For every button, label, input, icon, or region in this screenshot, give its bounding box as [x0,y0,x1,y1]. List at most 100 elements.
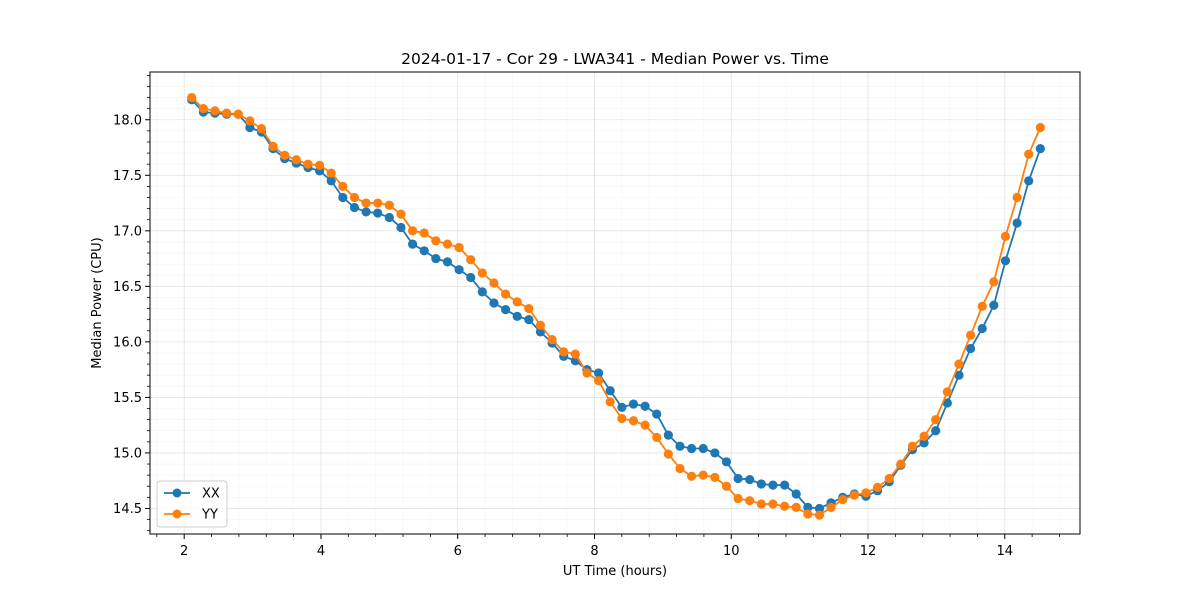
data-point-xx [617,402,627,412]
data-point-yy [593,376,604,386]
data-point-yy [1035,122,1045,133]
y-tick-label: 17.5 [113,169,142,184]
data-point-yy [361,198,371,208]
data-point-xx [652,409,662,419]
data-point-yy [431,236,441,246]
data-point-yy [814,510,825,520]
data-point-yy [989,277,999,287]
data-point-yy [314,160,325,170]
legend-label-yy: YY [201,508,218,523]
data-point-yy [617,413,627,424]
data-point-yy [675,463,685,474]
data-point-yy [942,387,952,397]
data-point-xx [698,443,708,454]
data-point-yy [977,301,987,311]
data-point-yy [442,239,453,249]
data-point-xx [454,265,464,275]
data-point-xx [919,438,929,448]
data-point-yy [896,459,906,469]
y-tick-label: 17.0 [113,224,142,239]
data-point-yy [849,490,859,500]
data-point-xx [524,315,534,325]
data-point-yy [861,488,871,498]
data-point-xx [663,430,673,440]
data-point-xx [721,457,732,467]
data-point-xx [686,443,697,454]
data-point-xx [779,480,790,490]
data-point-xx [640,401,650,411]
data-point-xx [965,343,976,354]
data-point-yy [954,359,964,369]
legend-marker-xx [172,488,182,498]
x-tick-label: 6 [454,544,462,559]
data-point-xx [1024,176,1034,186]
data-point-xx [477,287,487,297]
data-point-yy [338,181,348,191]
data-point-yy [733,493,743,504]
x-tick-label: 10 [723,544,740,559]
data-point-xx [489,298,499,308]
data-point-xx [675,441,685,451]
x-tick-label: 4 [317,544,325,559]
data-point-yy [280,150,290,160]
data-point-yy [686,471,697,481]
y-tick-label: 15.0 [113,446,142,461]
data-point-xx [745,474,755,485]
grid [150,72,1080,534]
x-tick-label: 12 [860,544,877,559]
data-point-yy [884,473,894,484]
data-point-yy [256,124,267,134]
data-point-xx [431,253,441,264]
data-point-xx [768,480,778,490]
data-point-yy [500,289,511,299]
data-point-yy [826,502,836,512]
y-tick-label: 18.0 [113,113,142,128]
y-tick-label: 15.5 [113,391,142,406]
data-point-yy [291,155,301,165]
data-point-xx [361,207,371,217]
data-point-xx [419,246,429,256]
data-point-xx [733,473,743,484]
data-point-yy [535,320,546,330]
data-point-yy [640,420,650,430]
data-point-yy [721,481,732,491]
data-point-yy [396,209,406,219]
data-point-xx [442,257,453,267]
x-tick-label: 8 [590,544,598,559]
data-point-yy [466,255,476,265]
data-point-xx [535,327,546,337]
data-point-yy [559,347,569,357]
legend-marker-yy [172,509,182,519]
data-point-yy [1012,192,1022,203]
data-point-xx [605,386,615,396]
data-point-xx [349,202,360,213]
data-point-xx [338,192,348,203]
data-point-xx [989,300,999,310]
data-point-yy [965,330,976,340]
data-point-yy [768,499,778,509]
data-point-xx [500,305,511,315]
data-point-yy [710,472,720,482]
data-point-yy [326,168,336,178]
data-point-xx [756,479,766,489]
data-point-yy [512,297,522,307]
data-point-xx [803,502,813,512]
data-point-yy [779,501,790,511]
y-axis-label: Median Power (CPU) [90,237,105,368]
data-point-yy [221,108,232,118]
y-tick-label: 16.0 [113,335,142,350]
data-point-xx [977,323,987,334]
data-point-yy [628,416,639,426]
data-point-xx [593,368,604,378]
data-point-yy [268,141,278,152]
data-point-xx [466,272,476,283]
data-point-yy [187,92,197,103]
data-point-xx [791,489,801,499]
data-point-xx [326,176,336,186]
data-point-yy [698,470,708,480]
data-point-xx [931,426,941,436]
data-point-yy [349,192,360,203]
y-tick-label: 16.5 [113,280,142,295]
data-point-yy [419,228,429,238]
